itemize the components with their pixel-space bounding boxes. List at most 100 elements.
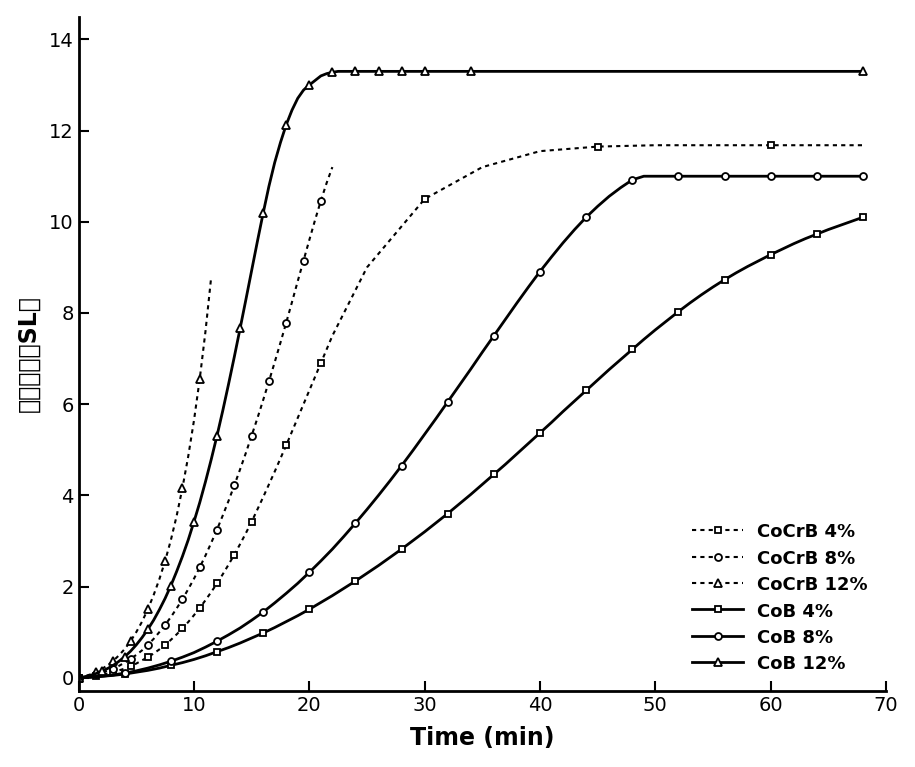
CoCrB 4% <box>154 645 165 654</box>
CoB 8% <box>857 172 868 181</box>
CoCrB 4% <box>281 440 292 449</box>
CoCrB 4% <box>327 331 338 341</box>
CoCrB 12% <box>171 512 182 521</box>
CoCrB 12% <box>125 637 136 646</box>
CoB 8% <box>339 532 350 541</box>
CoCrB 4% <box>96 670 107 680</box>
CoCrB 4% <box>229 550 240 559</box>
CoCrB 8% <box>154 627 165 637</box>
CoCrB 8% <box>304 235 315 245</box>
CoCrB 4% <box>143 653 154 662</box>
CoCrB 4% <box>258 492 269 502</box>
CoCrB 4% <box>136 656 147 665</box>
CoCrB 4% <box>177 624 188 633</box>
CoCrB 8% <box>264 377 274 386</box>
CoB 8% <box>73 673 84 683</box>
CoCrB 4% <box>188 611 199 620</box>
CoB 4% <box>131 667 142 676</box>
CoCrB 4% <box>223 560 234 569</box>
CoCrB 12% <box>159 556 170 565</box>
CoCrB 8% <box>286 298 297 307</box>
CoCrB 4% <box>292 413 303 423</box>
CoB 12% <box>846 67 857 76</box>
CoCrB 4% <box>823 140 834 150</box>
CoCrB 12% <box>91 667 102 676</box>
CoCrB 8% <box>183 584 194 594</box>
Line: CoCrB 4%: CoCrB 4% <box>75 142 867 681</box>
CoCrB 4% <box>211 579 222 588</box>
CoCrB 8% <box>108 664 119 673</box>
CoCrB 4% <box>419 194 430 203</box>
CoB 12% <box>333 67 344 76</box>
CoCrB 8% <box>131 650 142 660</box>
CoCrB 4% <box>592 142 603 151</box>
X-axis label: Time (min): Time (min) <box>410 726 554 750</box>
CoB 8% <box>523 282 534 291</box>
CoCrB 8% <box>309 216 320 225</box>
CoCrB 4% <box>159 640 170 650</box>
Legend: CoCrB 4%, CoCrB 8%, CoCrB 12%, CoB 4%, CoB 8%, CoB 12%: CoCrB 4%, CoCrB 8%, CoCrB 12%, CoB 4%, C… <box>684 514 877 683</box>
CoCrB 8% <box>258 396 269 405</box>
CoCrB 4% <box>361 263 372 272</box>
CoB 12% <box>857 67 868 76</box>
CoCrB 8% <box>211 525 222 534</box>
CoCrB 4% <box>119 664 130 673</box>
CoCrB 8% <box>298 256 309 265</box>
CoCrB 4% <box>241 528 252 538</box>
CoCrB 12% <box>79 672 90 681</box>
CoB 12% <box>206 455 217 464</box>
CoCrB 12% <box>113 650 124 660</box>
CoCrB 4% <box>79 673 90 682</box>
CoCrB 8% <box>246 431 257 440</box>
CoCrB 8% <box>91 670 102 679</box>
CoCrB 12% <box>148 591 159 600</box>
CoCrB 8% <box>177 594 188 604</box>
CoCrB 8% <box>217 511 228 520</box>
CoB 12% <box>298 85 309 94</box>
CoB 12% <box>148 616 159 625</box>
CoCrB 4% <box>316 358 327 367</box>
CoCrB 4% <box>194 604 205 613</box>
CoCrB 12% <box>102 661 113 670</box>
CoB 8% <box>327 545 338 554</box>
CoCrB 4% <box>91 671 102 680</box>
CoCrB 12% <box>166 535 177 545</box>
CoCrB 4% <box>246 517 257 526</box>
CoCrB 8% <box>241 449 252 458</box>
CoB 4% <box>177 658 188 667</box>
CoCrB 4% <box>131 659 142 668</box>
CoB 8% <box>846 172 857 181</box>
CoCrB 4% <box>73 673 84 683</box>
CoCrB 4% <box>166 635 177 644</box>
CoCrB 12% <box>200 327 211 336</box>
CoCrB 8% <box>223 496 234 505</box>
CoB 8% <box>131 667 142 676</box>
Y-axis label: 累积流量（SL）: 累积流量（SL） <box>16 295 40 413</box>
CoB 4% <box>327 591 338 601</box>
CoCrB 4% <box>534 146 545 156</box>
CoCrB 4% <box>217 570 228 579</box>
CoCrB 8% <box>143 640 154 650</box>
CoB 4% <box>857 212 868 222</box>
CoCrB 8% <box>148 634 159 644</box>
Line: CoB 12%: CoB 12% <box>74 67 867 682</box>
CoCrB 4% <box>206 588 217 597</box>
CoCrB 4% <box>477 163 488 172</box>
CoCrB 8% <box>188 574 199 584</box>
CoB 4% <box>73 673 84 683</box>
CoCrB 8% <box>136 646 147 655</box>
CoCrB 12% <box>188 416 199 425</box>
CoCrB 4% <box>148 649 159 658</box>
CoCrB 4% <box>102 669 113 678</box>
CoB 12% <box>73 673 84 683</box>
CoCrB 12% <box>143 604 154 614</box>
CoB 4% <box>523 439 534 448</box>
CoCrB 12% <box>108 657 119 666</box>
CoCrB 8% <box>292 276 303 285</box>
CoB 4% <box>223 643 234 652</box>
CoCrB 12% <box>96 664 107 673</box>
CoCrB 8% <box>234 465 245 474</box>
CoCrB 8% <box>73 673 84 683</box>
CoCrB 8% <box>194 563 205 572</box>
CoCrB 8% <box>281 318 292 328</box>
